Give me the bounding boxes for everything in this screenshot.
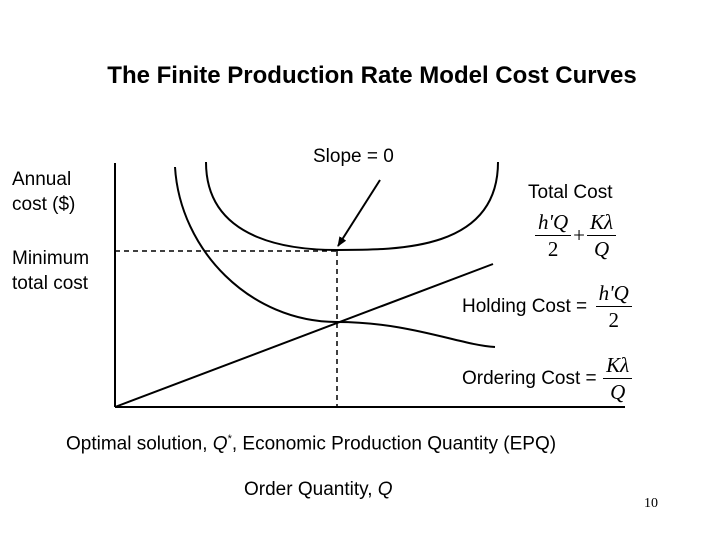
ordering-cost-fraction: Kλ Q (603, 352, 633, 405)
slide-title: The Finite Production Rate Model Cost Cu… (107, 62, 637, 89)
holding-cost-line (114, 263, 494, 408)
holding-cost-label: Holding Cost = (462, 296, 588, 317)
ordering-cost-label: Ordering Cost = (462, 368, 597, 389)
minimum-label-line2: total cost (12, 273, 89, 294)
optimal-solution-label: Optimal solution, Q*, Economic Productio… (66, 427, 556, 456)
total-cost-term1: h'Q 2 (535, 209, 572, 262)
slope-label: Slope = 0 (313, 146, 394, 167)
total-cost-term2-numerator: Kλ (587, 209, 617, 236)
holding-cost-formula: Holding Cost = h'Q 2 (462, 280, 632, 333)
total-cost-label: Total Cost (528, 182, 613, 203)
minimum-total-cost-label: Minimum total cost (12, 246, 89, 296)
plus-sign: + (573, 223, 586, 247)
holding-cost-denominator: 2 (608, 308, 619, 332)
holding-cost-numerator: h'Q (595, 280, 632, 307)
total-cost-term2-denominator: Q (593, 237, 610, 261)
y-axis-label-line1: Annual (12, 169, 72, 190)
ordering-cost-denominator: Q (610, 380, 626, 404)
total-cost-term2: Kλ Q (587, 209, 617, 262)
y-axis-label: Annual cost ($) (12, 167, 75, 217)
total-cost-term1-numerator: h'Q (535, 209, 572, 236)
optimal-suffix: , Economic Production Quantity (EPQ) (231, 433, 557, 455)
ordering-cost-formula: Ordering Cost = Kλ Q (462, 352, 633, 405)
holding-cost-fraction: h'Q 2 (595, 280, 632, 333)
x-axis-label: Order Quantity, Q (244, 477, 393, 502)
ordering-cost-curve (174, 166, 496, 348)
slope-arrow (337, 179, 381, 247)
x-axis-label-text: Order Quantity, (244, 479, 378, 500)
minimum-label-line1: Minimum (12, 248, 90, 269)
optimal-q: Q (212, 433, 228, 455)
page-number: 10 (644, 496, 658, 511)
y-axis-label-line2: cost ($) (12, 194, 76, 215)
total-cost-formula: h'Q 2 + Kλ Q (535, 209, 617, 262)
x-axis-label-q: Q (377, 479, 393, 500)
total-cost-curve (205, 161, 499, 252)
optimal-prefix: Optimal solution, (66, 433, 213, 455)
total-cost-term1-denominator: 2 (547, 237, 559, 261)
ordering-cost-numerator: Kλ (603, 352, 633, 379)
optimal-star: * (227, 433, 232, 445)
